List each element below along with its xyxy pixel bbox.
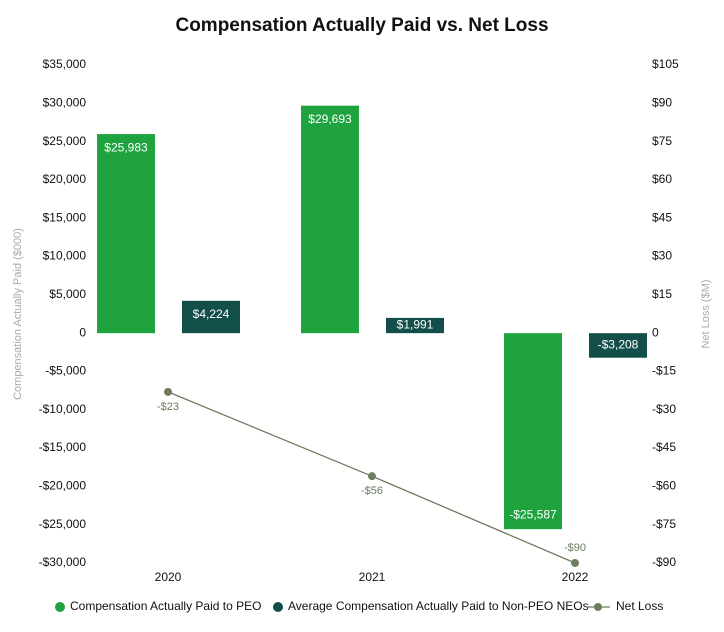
y2-tick-label: -$15: [652, 364, 676, 378]
data-label: $29,693: [308, 112, 352, 126]
y-tick-label: $5,000: [49, 287, 86, 301]
y-tick-label: $20,000: [43, 172, 87, 186]
bar: [504, 333, 562, 530]
data-label: $25,983: [104, 140, 148, 154]
y2-tick-label: $60: [652, 172, 672, 186]
data-label: -$56: [361, 485, 383, 497]
bar: [386, 317, 444, 334]
line-point: [164, 387, 172, 396]
data-label: -$23: [157, 401, 179, 413]
y2-tick-label: -$75: [652, 517, 676, 531]
bar: [301, 105, 359, 334]
y-tick-label: 0: [79, 325, 86, 339]
legend-marker: [594, 603, 602, 611]
data-label: -$25,587: [509, 507, 557, 521]
legend-label: Average Compensation Actually Paid to No…: [288, 599, 589, 613]
y-tick-label: $30,000: [43, 95, 87, 109]
y2-tick-label: $15: [652, 287, 672, 301]
line-point: [571, 559, 579, 567]
legend-label: Net Loss: [616, 599, 663, 613]
data-label: $4,224: [193, 307, 230, 321]
y-tick-label: -$25,000: [39, 517, 87, 531]
y2-tick-label: -$90: [652, 555, 676, 569]
y-tick-label: -$15,000: [39, 440, 87, 454]
y-tick-label: -$20,000: [39, 479, 87, 493]
y-tick-label: $10,000: [43, 249, 87, 263]
line-point: [368, 472, 376, 481]
x-tick-label: 2022: [562, 570, 589, 584]
y2-tick-label: -$60: [652, 479, 676, 493]
y-tick-label: $35,000: [43, 57, 87, 71]
y2-tick-label: $90: [652, 95, 672, 109]
y2-tick-label: $45: [652, 210, 672, 224]
y-tick-label: $25,000: [43, 134, 87, 148]
chart-title: Compensation Actually Paid vs. Net Loss: [175, 15, 548, 36]
data-label: $1,991: [397, 318, 434, 332]
y-tick-label: -$5,000: [45, 364, 86, 378]
data-label: -$90: [564, 542, 586, 554]
y2-axis-title: Net Loss ($M): [700, 279, 712, 348]
y-tick-label: -$30,000: [39, 555, 87, 569]
y-tick-label: $15,000: [43, 210, 87, 224]
legend-marker: [55, 602, 65, 612]
y2-tick-label: 0: [652, 325, 659, 339]
bar: [182, 300, 240, 334]
y2-tick-label: $105: [652, 57, 679, 71]
legend-marker: [273, 602, 283, 612]
y2-tick-label: -$45: [652, 440, 676, 454]
x-tick-label: 2021: [359, 570, 386, 584]
legend-label: Compensation Actually Paid to PEO: [70, 599, 261, 613]
y2-tick-label: $75: [652, 134, 672, 148]
bar: [97, 134, 155, 334]
bar: [589, 333, 647, 358]
y-axis-title: Compensation Actually Paid ($000): [12, 228, 24, 400]
y2-tick-label: $30: [652, 249, 672, 263]
x-tick-label: 2020: [155, 570, 182, 584]
data-label: -$3,208: [598, 338, 639, 352]
y-tick-label: -$10,000: [39, 402, 87, 416]
y2-tick-label: -$30: [652, 402, 676, 416]
